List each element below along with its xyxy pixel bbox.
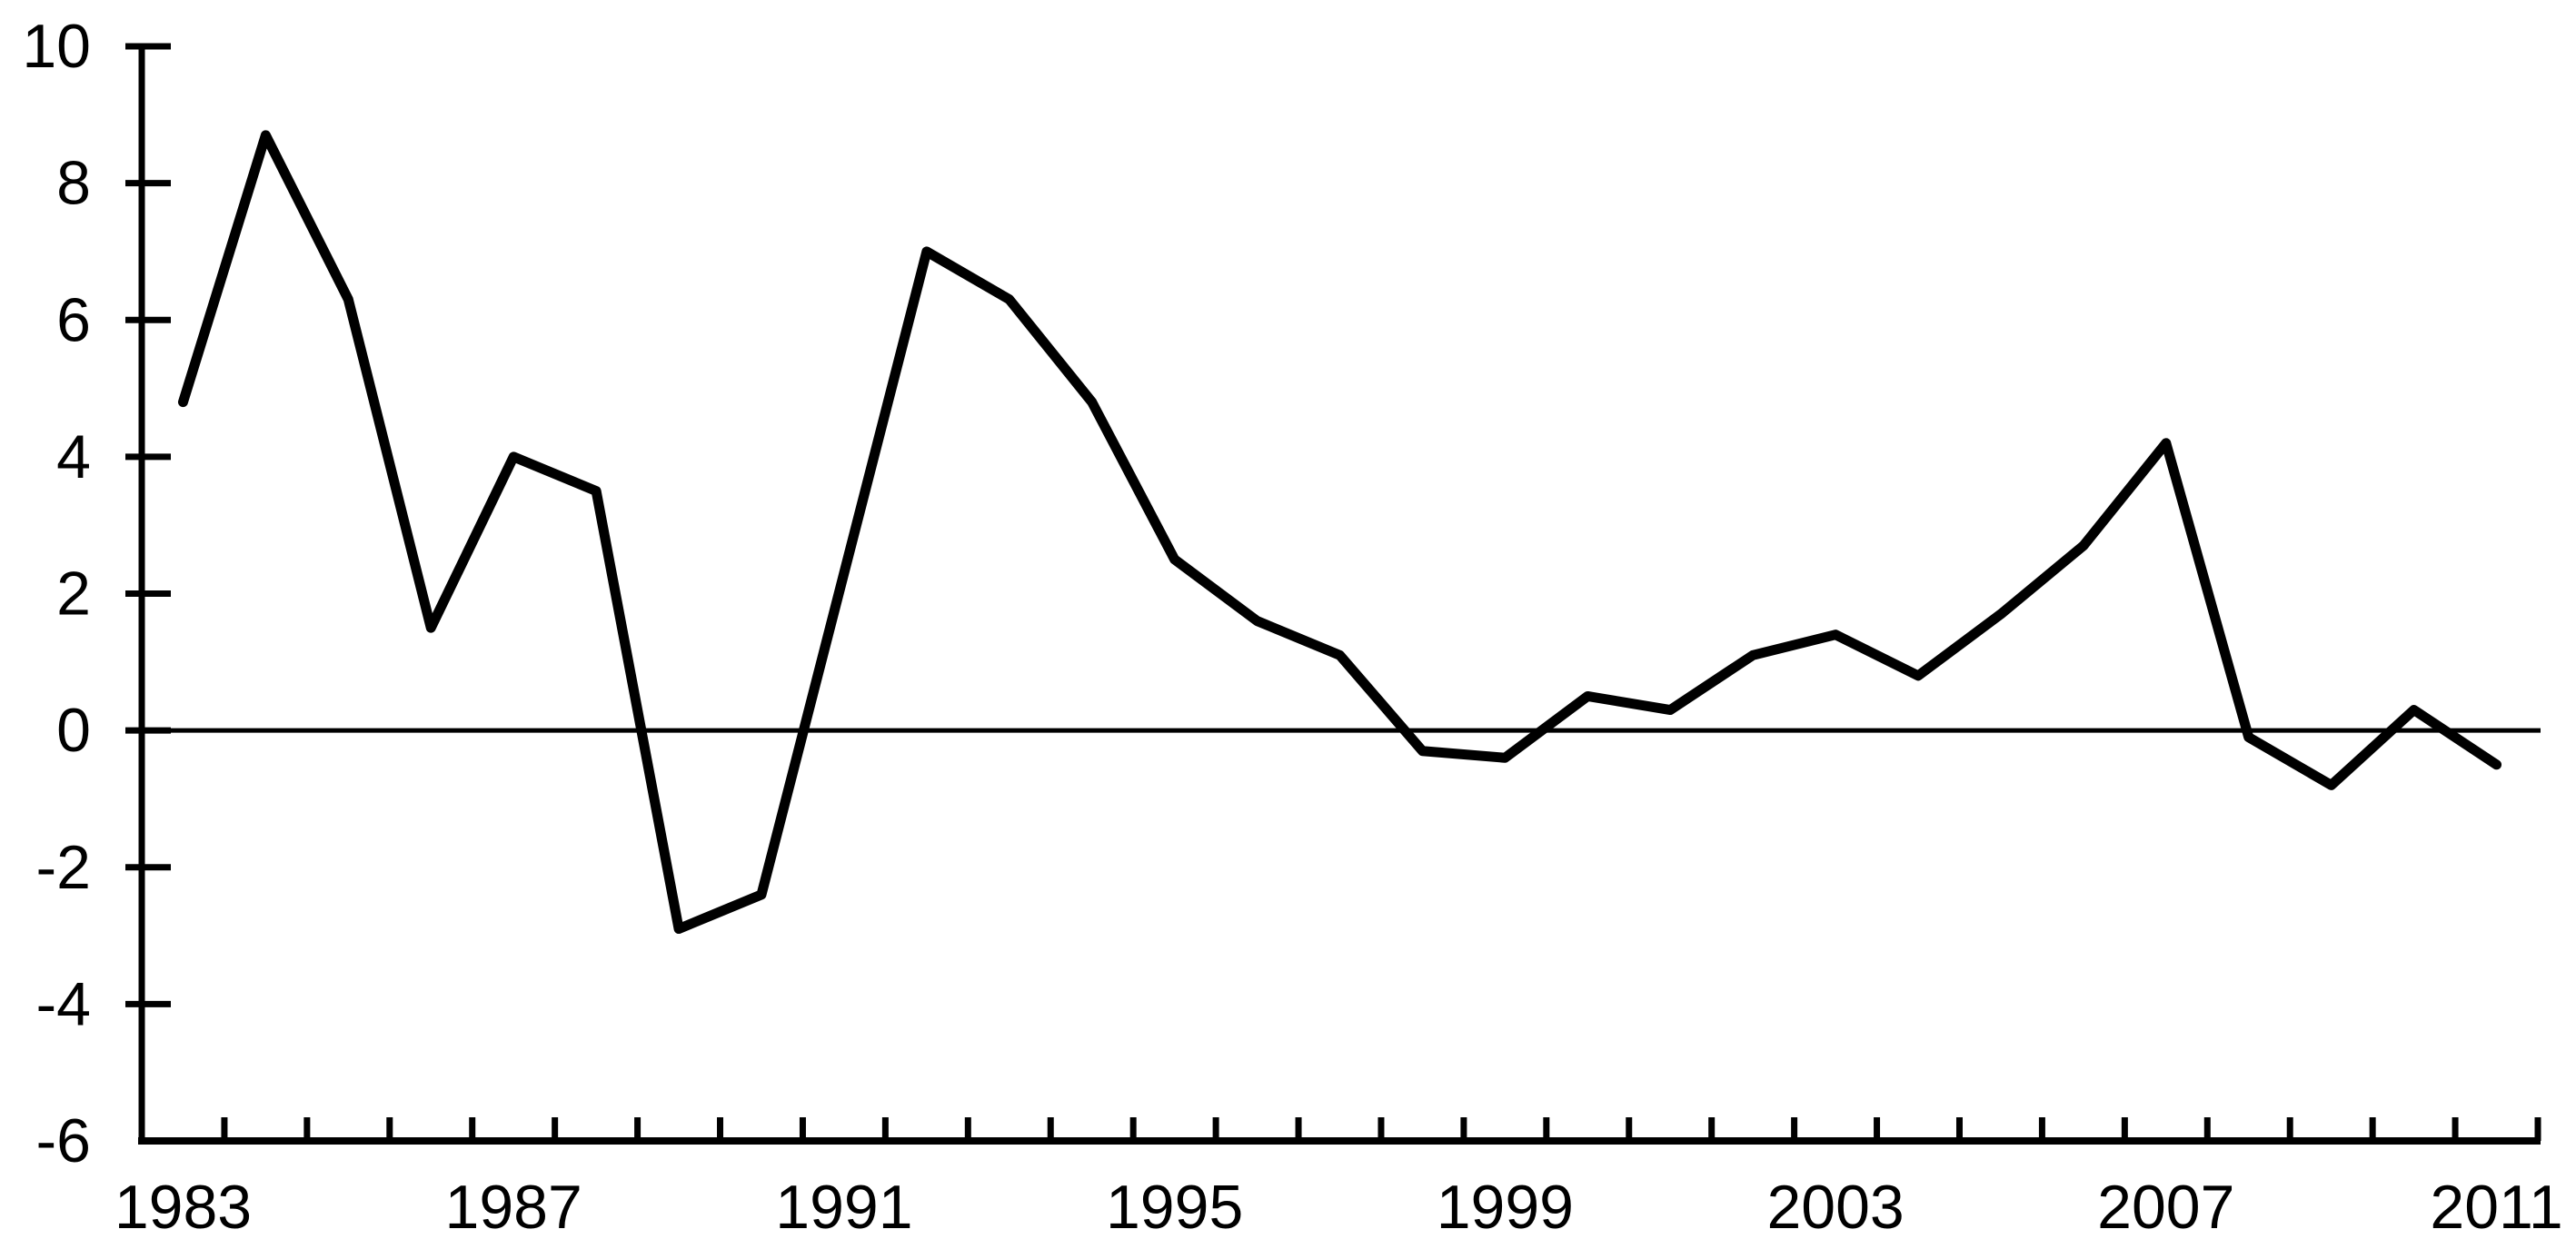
x-tick-label: 2011 [2430,1173,2562,1242]
y-tick-label: 8 [56,149,91,218]
series-line-group [177,130,2502,935]
x-tick-label: 1991 [775,1173,912,1242]
x-tick-label: 1995 [1106,1173,1243,1242]
y-tick-label: 2 [56,560,91,629]
x-tick-label: 1999 [1437,1173,1574,1242]
y-tick-label: 10 [22,12,91,81]
x-tick-label: 1983 [114,1173,252,1242]
x-tick-label: 2007 [2097,1173,2234,1242]
x-tick-label: 2003 [1766,1173,1904,1242]
axes-group [125,43,2541,1145]
y-tick-label: 0 [56,696,91,765]
y-tick-label: -4 [36,969,91,1038]
y-tick-label: 6 [56,285,91,354]
x-tick-label: 1987 [445,1173,582,1242]
y-tick-label: -2 [36,833,91,902]
series-line [177,130,2502,935]
y-tick-label: 4 [56,422,91,491]
y-tick-label: -6 [36,1106,91,1175]
tick-labels-group: 10 8 6 4 2 0 -2 -4 -6 1983 1987 1991 1995 1999 2003 200… [22,12,2562,1242]
